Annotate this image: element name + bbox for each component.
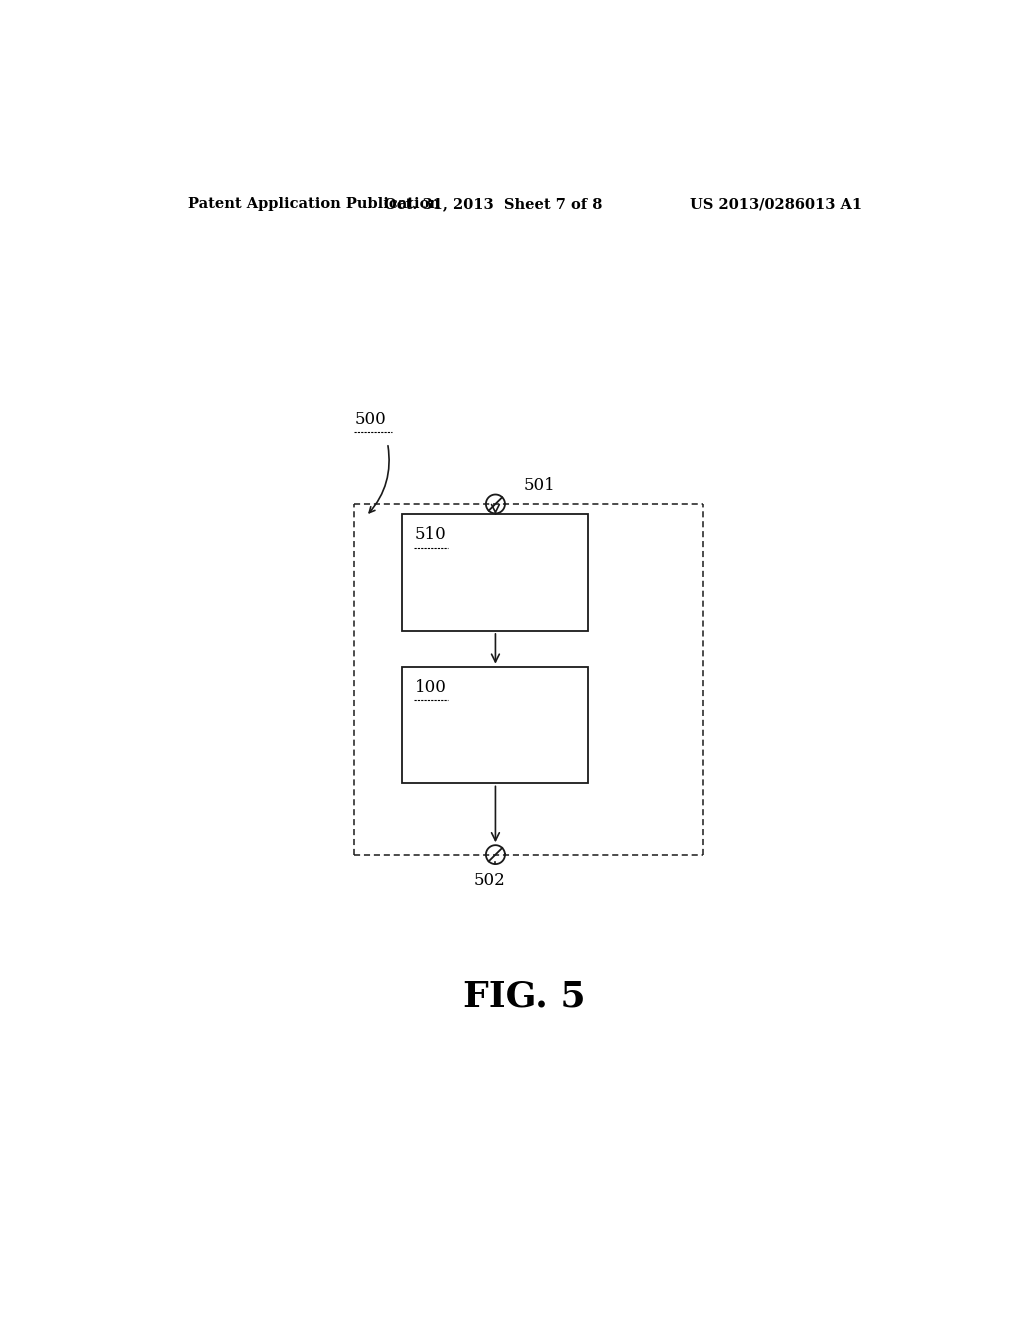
Text: Patent Application Publication: Patent Application Publication <box>187 197 439 211</box>
Text: 500: 500 <box>354 411 386 428</box>
Text: 501: 501 <box>523 477 555 494</box>
Text: US 2013/0286013 A1: US 2013/0286013 A1 <box>690 197 862 211</box>
Text: 510: 510 <box>415 527 446 544</box>
Text: 502: 502 <box>474 873 506 888</box>
Text: Oct. 31, 2013  Sheet 7 of 8: Oct. 31, 2013 Sheet 7 of 8 <box>384 197 602 211</box>
Text: FIG. 5: FIG. 5 <box>464 979 586 1014</box>
Text: 100: 100 <box>415 678 446 696</box>
